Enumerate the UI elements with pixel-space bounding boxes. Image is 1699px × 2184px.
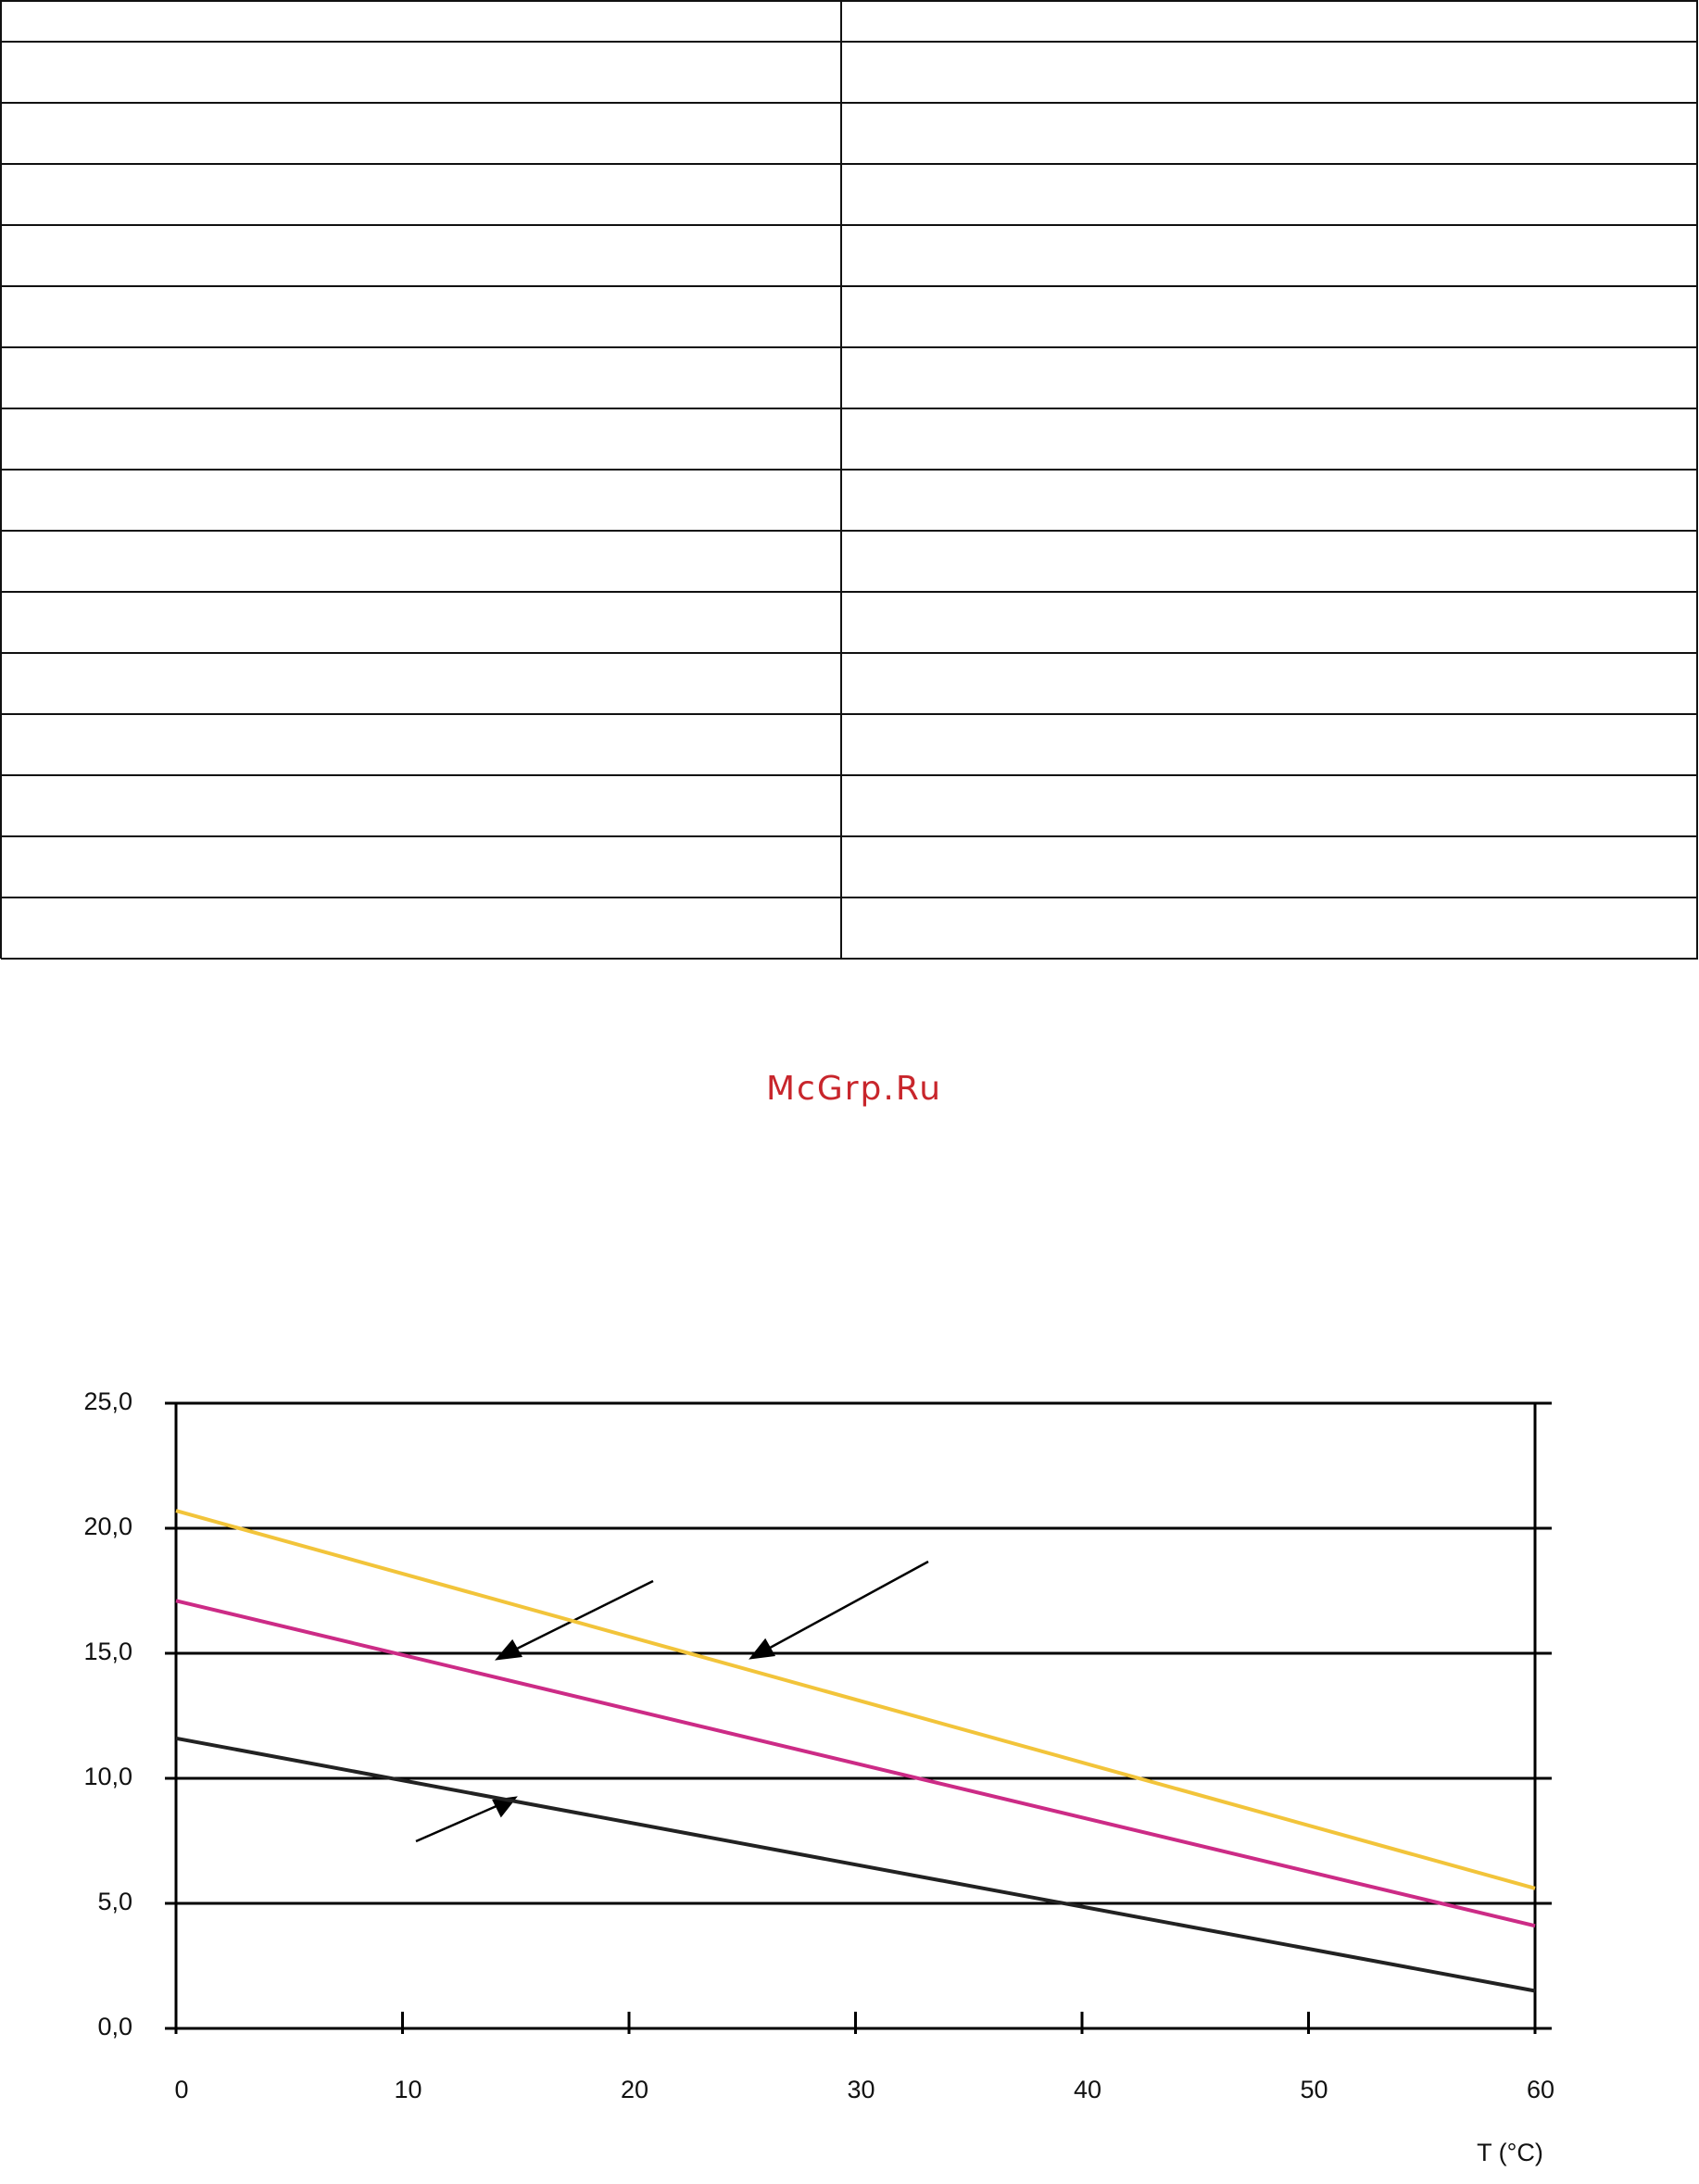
y-tick-label: 10,0 — [83, 1763, 132, 1790]
arrow — [761, 1560, 929, 1654]
x-tick-label: 30 — [847, 2076, 875, 2103]
x-tick-label: 0 — [174, 2076, 188, 2103]
y-tick-label: 0,0 — [97, 2013, 132, 2040]
series-line — [175, 1599, 1536, 1928]
x-tick-label: 20 — [621, 2076, 648, 2103]
y-tick-label: 20,0 — [83, 1512, 132, 1540]
empty-table — [0, 0, 1698, 960]
y-tick-label: 15,0 — [83, 1638, 132, 1665]
y-tick-label: 25,0 — [83, 1387, 132, 1415]
series-line — [175, 1509, 1536, 1890]
arrow-head — [749, 1638, 776, 1660]
x-tick-label: 60 — [1527, 2076, 1554, 2103]
series-line — [175, 1736, 1536, 1993]
watermark: McGrp.Ru — [766, 1070, 942, 1108]
arrow — [507, 1579, 654, 1655]
arrows — [415, 1560, 929, 1843]
x-axis-label: T (°C) — [1477, 2139, 1543, 2166]
x-tick-label: 50 — [1300, 2076, 1328, 2103]
y-tick-label: 5,0 — [97, 1888, 132, 1915]
arrow — [415, 1801, 506, 1843]
arrow-head — [495, 1638, 523, 1661]
x-tick-label: 40 — [1074, 2076, 1101, 2103]
x-tick-label: 10 — [394, 2076, 422, 2103]
